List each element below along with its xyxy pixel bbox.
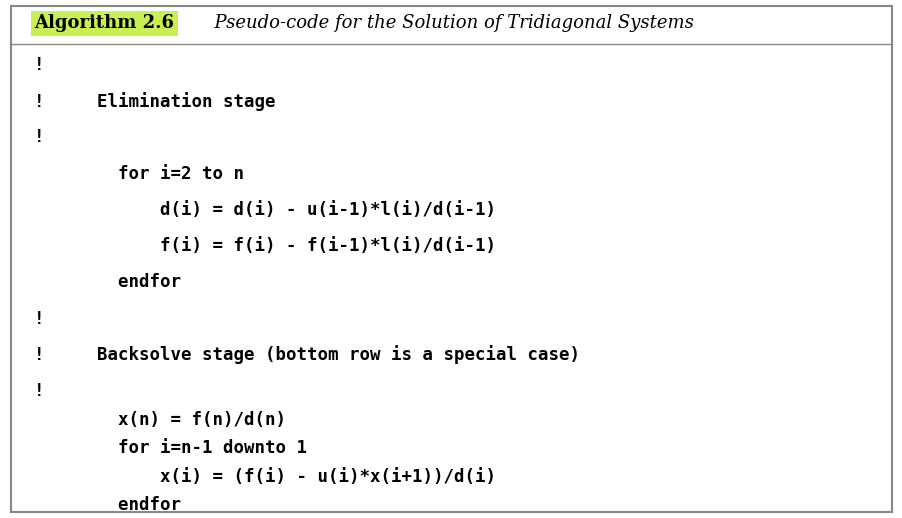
Text: for i=2 to n: for i=2 to n xyxy=(34,165,244,182)
Text: !     Elimination stage: ! Elimination stage xyxy=(34,92,275,110)
Text: !: ! xyxy=(34,56,45,74)
Text: !: ! xyxy=(34,128,45,146)
Text: f(i) = f(i) - f(i-1)*l(i)/d(i-1): f(i) = f(i) - f(i-1)*l(i)/d(i-1) xyxy=(34,237,496,255)
Text: d(i) = d(i) - u(i-1)*l(i)/d(i-1): d(i) = d(i) - u(i-1)*l(i)/d(i-1) xyxy=(34,201,496,219)
Text: !: ! xyxy=(34,310,45,327)
FancyBboxPatch shape xyxy=(11,6,891,512)
Text: endfor: endfor xyxy=(34,496,181,514)
Text: Algorithm 2.6: Algorithm 2.6 xyxy=(34,15,174,32)
Text: Pseudo-code for the Solution of Tridiagonal Systems: Pseudo-code for the Solution of Tridiago… xyxy=(203,15,694,32)
Text: !     Backsolve stage (bottom row is a special case): ! Backsolve stage (bottom row is a speci… xyxy=(34,346,580,364)
Text: endfor: endfor xyxy=(34,274,181,291)
Text: !: ! xyxy=(34,382,45,400)
Text: for i=n-1 downto 1: for i=n-1 downto 1 xyxy=(34,439,307,457)
Text: x(n) = f(n)/d(n): x(n) = f(n)/d(n) xyxy=(34,411,286,428)
Text: x(i) = (f(i) - u(i)*x(i+1))/d(i): x(i) = (f(i) - u(i)*x(i+1))/d(i) xyxy=(34,468,496,485)
